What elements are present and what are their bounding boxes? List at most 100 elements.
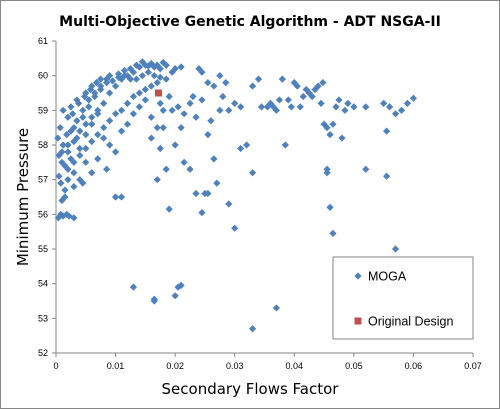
y-axis-ticks: 52 53 54 55 56 57 58 59 60 61 xyxy=(38,36,56,358)
moga-point xyxy=(174,283,182,291)
moga-point xyxy=(59,106,67,114)
moga-point xyxy=(135,89,143,97)
x-tick-label: 0.05 xyxy=(345,361,363,371)
moga-point xyxy=(293,82,301,90)
moga-point xyxy=(165,205,173,213)
moga-point xyxy=(296,103,304,111)
moga-point xyxy=(79,106,87,114)
moga-point xyxy=(94,155,102,163)
legend: MOGA Original Design xyxy=(332,256,474,340)
moga-point xyxy=(386,103,394,111)
moga-point xyxy=(63,131,71,139)
original-design-point xyxy=(154,89,162,97)
moga-point xyxy=(147,113,155,121)
moga-point xyxy=(88,169,96,177)
moga-point xyxy=(156,65,164,73)
moga-point xyxy=(391,110,400,118)
y-tick-label: 57 xyxy=(38,175,48,185)
moga-point xyxy=(85,96,93,104)
y-tick-label: 60 xyxy=(38,71,48,81)
moga-point xyxy=(311,85,319,94)
y-tick-label: 55 xyxy=(38,244,48,254)
moga-point xyxy=(362,103,370,111)
moga-point xyxy=(70,169,78,177)
moga-point xyxy=(54,134,62,142)
moga-point xyxy=(326,203,334,211)
y-tick-label: 59 xyxy=(38,105,48,115)
moga-point xyxy=(114,73,123,81)
moga-point xyxy=(64,148,72,156)
moga-point xyxy=(120,72,129,80)
moga-point xyxy=(64,141,72,149)
y-tick-label: 56 xyxy=(38,209,48,219)
moga-point xyxy=(231,224,239,232)
legend-items: MOGA Original Design xyxy=(354,270,454,329)
moga-point xyxy=(123,99,132,107)
moga-point xyxy=(308,92,316,101)
moga-point xyxy=(59,141,67,149)
chart-title: Multi-Objective Genetic Algorithm - ADT … xyxy=(59,14,441,30)
moga-point xyxy=(61,186,69,194)
x-axis-label: Secondary Flows Factor xyxy=(162,380,340,398)
moga-point xyxy=(141,96,149,104)
moga-point xyxy=(129,92,138,101)
moga-point xyxy=(82,144,90,153)
moga-point xyxy=(100,99,108,107)
moga-point xyxy=(144,62,152,70)
moga-point xyxy=(171,292,179,300)
moga-point xyxy=(100,134,108,142)
moga-point xyxy=(305,89,313,97)
moga-point xyxy=(237,103,245,111)
moga-point xyxy=(380,99,388,107)
moga-point xyxy=(106,141,114,149)
moga-point xyxy=(129,110,138,118)
x-tick-label: 0.01 xyxy=(107,361,125,371)
moga-point xyxy=(76,144,84,153)
moga-point xyxy=(338,134,346,142)
moga-point xyxy=(57,210,65,218)
moga-point xyxy=(317,99,325,107)
legend-box xyxy=(332,256,474,340)
moga-point xyxy=(141,85,149,94)
moga-point xyxy=(117,193,126,201)
moga-point xyxy=(254,75,263,83)
moga-point xyxy=(103,75,111,83)
y-tick-label: 61 xyxy=(38,36,48,46)
moga-point xyxy=(248,82,257,90)
moga-point xyxy=(216,106,224,114)
moga-point xyxy=(126,65,135,73)
moga-point xyxy=(350,103,358,111)
moga-point xyxy=(383,127,391,135)
moga-point xyxy=(171,65,179,73)
y-axis-label: Minimum Pressure xyxy=(14,128,32,266)
moga-point xyxy=(397,106,406,114)
moga-point xyxy=(59,212,67,220)
moga-point xyxy=(314,82,322,90)
moga-point xyxy=(281,141,289,149)
legend-label: Original Design xyxy=(368,315,454,329)
moga-point xyxy=(94,106,102,114)
moga-point xyxy=(132,75,141,83)
moga-point xyxy=(129,283,138,291)
legend-label: MOGA xyxy=(368,270,407,284)
moga-point xyxy=(117,127,126,135)
moga-point xyxy=(147,82,155,90)
moga-point xyxy=(213,179,221,187)
x-tick-label: 0.07 xyxy=(464,361,482,371)
moga-point xyxy=(67,127,75,135)
moga-point xyxy=(144,68,152,76)
y-tick-label: 54 xyxy=(38,279,48,289)
moga-point xyxy=(82,158,90,166)
moga-point xyxy=(192,189,200,198)
moga-point xyxy=(162,75,170,83)
moga-point xyxy=(156,73,164,81)
x-tick-label: 0.02 xyxy=(166,361,184,371)
moga-point xyxy=(138,58,146,66)
moga-point xyxy=(275,96,283,104)
moga-point xyxy=(64,165,72,173)
moga-point xyxy=(174,103,182,111)
moga-point xyxy=(150,297,158,305)
moga-point xyxy=(150,72,158,80)
moga-point xyxy=(168,106,176,114)
moga-point xyxy=(225,106,233,114)
